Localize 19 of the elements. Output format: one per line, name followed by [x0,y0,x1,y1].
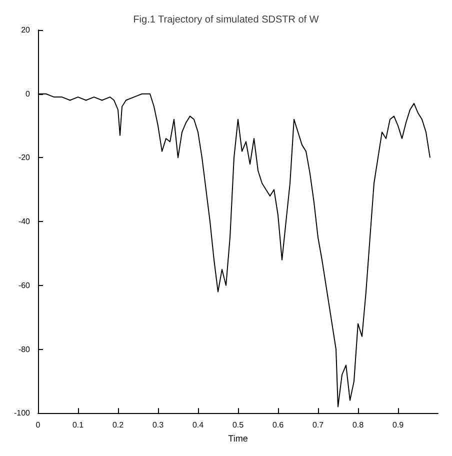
y-tick-label: -80 [18,344,31,354]
chart-title: Fig.1 Trajectory of simulated SDSTR of W [133,14,320,26]
x-tick-label: 0.9 [392,420,404,430]
x-tick-label: 0.3 [152,420,164,430]
y-tick-label: 0 [26,89,31,98]
x-tick-label: 0.6 [272,420,284,430]
y-tick-label: -40 [18,217,31,226]
x-tick-label: 0.8 [352,420,364,430]
y-tick-label: -60 [18,280,31,290]
x-tick-label: 0.2 [112,420,124,430]
y-tick-label: 20 [21,26,31,34]
x-tick-label: 0.5 [232,420,244,430]
x-axis-title: Time [228,434,248,444]
x-tick-label: 0.7 [312,420,324,430]
y-tick-label: -100 [14,408,31,418]
x-tick-label: 0.4 [192,420,204,430]
y-tick-label: -20 [18,153,31,162]
x-tick-label: 0 [36,420,41,430]
x-tick-label: 0.1 [72,420,84,430]
